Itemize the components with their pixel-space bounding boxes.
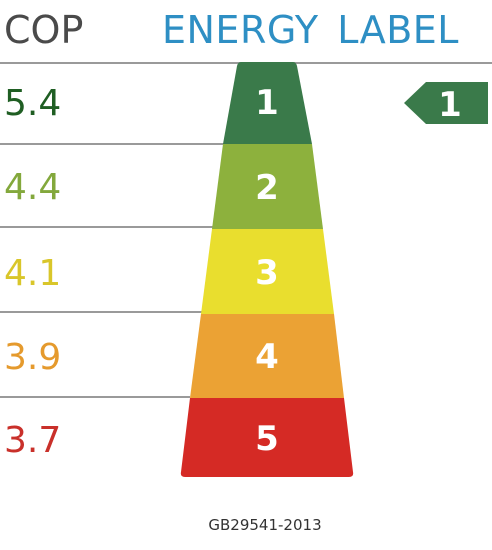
row-divider — [0, 143, 240, 145]
grade-number-4: 4 — [255, 337, 279, 377]
cop-value-grade-5: 3.7 — [4, 420, 62, 461]
cop-value-grade-3: 4.1 — [4, 253, 62, 294]
grade-number-5: 5 — [255, 419, 279, 459]
cop-value-grade-1: 5.4 — [4, 83, 62, 124]
grade-number-2: 2 — [255, 168, 279, 208]
cop-heading: COP — [4, 8, 84, 52]
grade-band-1 — [223, 62, 312, 144]
rating-indicator-arrow — [404, 82, 488, 124]
grade-number-1: 1 — [255, 83, 279, 123]
row-divider — [0, 396, 190, 398]
grade-band-4 — [190, 314, 344, 398]
energy-label-title: ENERGY LABEL — [162, 8, 459, 52]
row-divider — [0, 311, 210, 313]
grade-band-2 — [212, 144, 323, 229]
cop-value-grade-4: 3.9 — [4, 337, 62, 378]
cop-value-grade-2: 4.4 — [4, 167, 62, 208]
grade-band-5 — [180, 398, 354, 477]
standard-code: GB29541-2013 — [208, 516, 322, 534]
grade-band-3 — [201, 229, 334, 314]
grade-number-3: 3 — [255, 253, 279, 293]
rating-indicator-grade: 1 — [438, 85, 462, 125]
row-divider — [0, 226, 220, 228]
